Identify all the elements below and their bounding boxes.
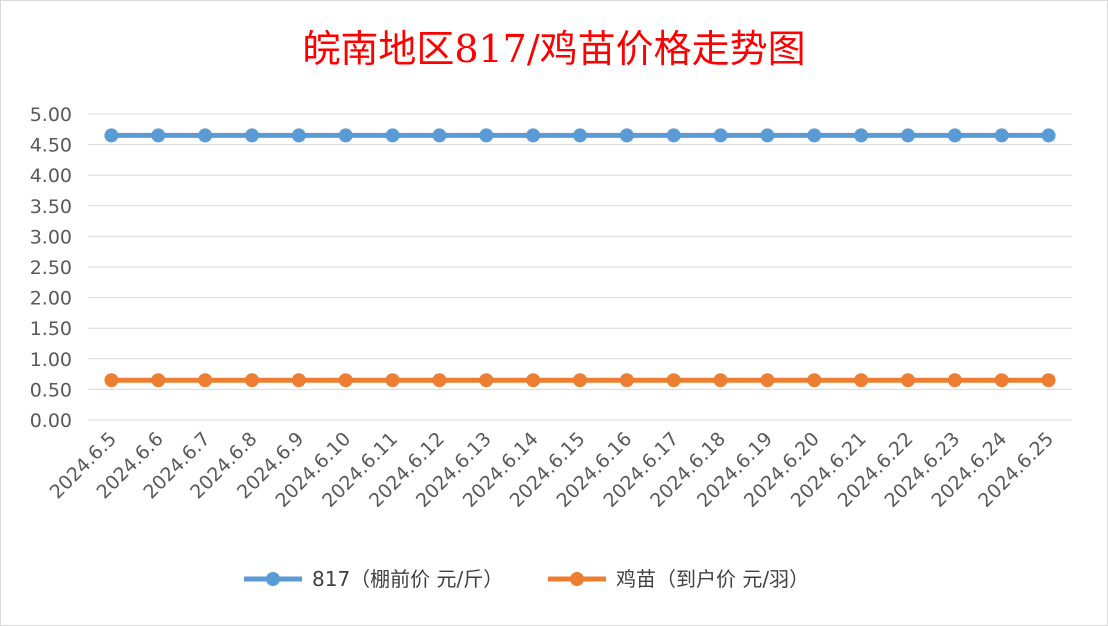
data-point <box>151 373 166 388</box>
data-point <box>479 373 494 388</box>
data-point <box>432 128 447 143</box>
y-tick-label: 2.50 <box>30 257 72 279</box>
data-point <box>994 128 1009 143</box>
data-point <box>385 128 400 143</box>
data-point <box>901 373 915 388</box>
data-point <box>432 373 447 388</box>
y-tick-label: 2.00 <box>30 288 72 310</box>
data-point <box>760 373 775 388</box>
y-tick-label: 5.00 <box>30 104 72 126</box>
y-tick-label: 1.00 <box>30 349 72 371</box>
data-point <box>291 128 306 143</box>
chart-title: 皖南地区817/鸡苗价格走势图 <box>302 27 805 71</box>
legend: 817（棚前价 元/斤） 鸡苗（到户价 元/羽） <box>244 567 809 591</box>
data-point <box>526 373 541 388</box>
series-layer <box>104 128 1056 388</box>
data-point <box>385 373 400 388</box>
legend-marker <box>570 572 584 586</box>
data-point <box>619 373 634 388</box>
data-point <box>901 128 915 143</box>
y-tick-label: 4.00 <box>30 165 72 187</box>
data-point <box>198 128 213 143</box>
data-point <box>245 373 259 388</box>
data-point <box>619 128 634 143</box>
data-point <box>573 373 587 388</box>
series-1 <box>104 128 1056 143</box>
legend-label: 鸡苗（到户价 元/羽） <box>616 567 809 591</box>
data-point <box>1041 373 1056 388</box>
y-tick-label: 4.50 <box>30 135 72 157</box>
data-point <box>151 128 166 143</box>
data-point <box>854 373 869 388</box>
data-point <box>338 128 353 143</box>
data-point <box>198 373 213 388</box>
legend-label: 817（棚前价 元/斤） <box>312 567 503 591</box>
y-tick-label: 3.50 <box>30 196 72 218</box>
data-point <box>854 128 869 143</box>
data-point <box>947 373 962 388</box>
y-tick-label: 3.00 <box>30 226 72 248</box>
data-point <box>291 373 306 388</box>
y-axis-ticks: 0.00 0.50 1.00 1.50 2.00 2.50 3.00 3.50 4.00 4.50… <box>30 104 72 432</box>
y-tick-label: 1.50 <box>30 318 72 340</box>
data-point <box>526 128 541 143</box>
data-point <box>807 128 822 143</box>
data-point <box>104 373 119 388</box>
data-point <box>947 128 962 143</box>
data-point <box>338 373 353 388</box>
data-point <box>713 373 728 388</box>
x-axis-ticks: 2024.6.52024.6.62024.6.72024.6.82024.6.9… <box>46 428 1059 512</box>
data-point <box>760 128 775 143</box>
series-2 <box>104 373 1056 388</box>
data-point <box>104 128 119 143</box>
data-point <box>1041 128 1056 143</box>
data-point <box>573 128 587 143</box>
data-point <box>666 128 681 143</box>
gridlines <box>88 113 1072 421</box>
data-point <box>479 128 494 143</box>
data-point <box>713 128 728 143</box>
data-point <box>807 373 822 388</box>
data-point <box>245 128 259 143</box>
y-tick-label: 0.50 <box>30 379 72 401</box>
data-point <box>994 373 1009 388</box>
y-tick-label: 0.00 <box>30 410 72 432</box>
legend-marker <box>266 572 280 586</box>
data-point <box>666 373 681 388</box>
